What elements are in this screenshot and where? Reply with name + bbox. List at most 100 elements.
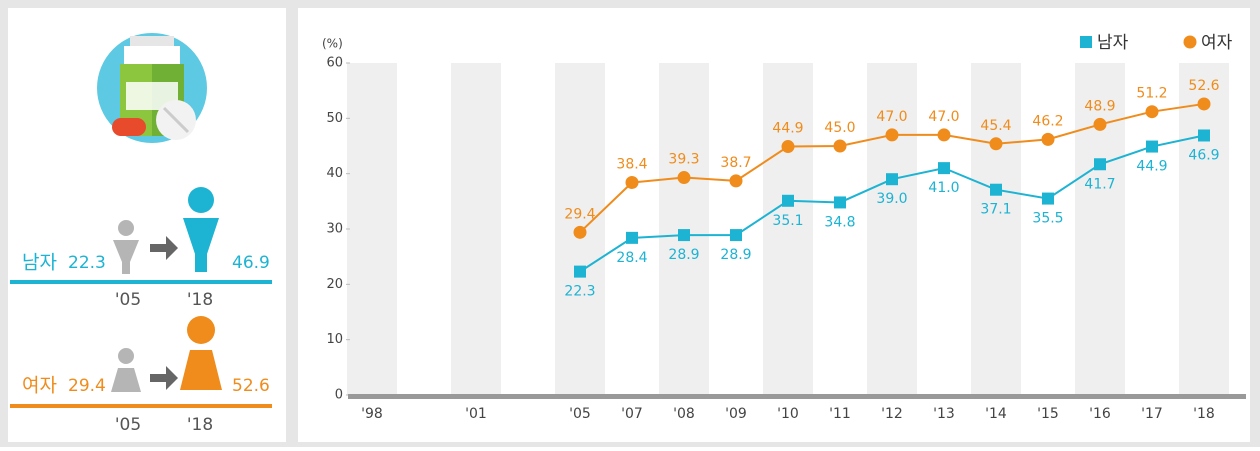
x-axis — [348, 394, 1246, 399]
point — [678, 229, 690, 242]
male-summary — [10, 187, 272, 284]
point — [1094, 158, 1106, 171]
point — [937, 128, 951, 142]
x-tick-label: '98 — [361, 406, 383, 422]
x-tick-label: '18 — [1193, 406, 1215, 422]
pill-icon — [97, 33, 207, 143]
point — [574, 265, 586, 278]
y-tick-label: 40 — [326, 166, 343, 181]
x-tick-label: '13 — [933, 406, 955, 422]
male-start-year: '05 — [115, 290, 141, 310]
point — [1146, 140, 1158, 153]
y-axis-label: (%) — [322, 37, 343, 51]
data-label: 47.0 — [876, 109, 907, 125]
legend-label: 남자 — [1097, 33, 1129, 53]
data-label: 38.7 — [720, 155, 751, 171]
plot: 0 10 20 30 40 50 60 '98 '01 '05 '07 '08 '09 '10 '11 '12… — [326, 33, 1246, 422]
data-label: 46.2 — [1032, 113, 1063, 129]
point — [782, 194, 794, 207]
column-band — [971, 63, 1021, 395]
legend-marker — [1183, 35, 1197, 49]
male-start: 22.3 — [68, 253, 106, 273]
point — [1041, 132, 1055, 146]
female-start-year: '05 — [115, 415, 141, 435]
female-end: 52.6 — [232, 376, 270, 396]
y-tick-label: 30 — [326, 222, 343, 237]
point — [1093, 117, 1107, 131]
x-tick-label: '12 — [881, 406, 903, 422]
point — [1145, 105, 1159, 119]
x-tick-label: '15 — [1037, 406, 1059, 422]
male-label: 남자 — [22, 252, 57, 274]
y-tick-label: 50 — [326, 111, 343, 126]
point — [886, 173, 898, 186]
point — [729, 174, 743, 188]
point — [834, 196, 846, 209]
male-end: 46.9 — [232, 253, 270, 273]
legend-marker — [1080, 36, 1092, 48]
x-tick-label: '17 — [1141, 406, 1163, 422]
column-band — [659, 63, 709, 395]
point — [625, 176, 639, 190]
data-label: 45.0 — [824, 120, 855, 136]
female-end-year: '18 — [187, 415, 213, 435]
data-label: 41.7 — [1084, 176, 1115, 192]
point — [1042, 192, 1054, 205]
point — [885, 128, 899, 142]
x-tick-label: '11 — [829, 406, 851, 422]
point — [1198, 129, 1210, 142]
y-tick-label: 10 — [326, 332, 343, 347]
column-band — [867, 63, 917, 395]
y-tick-label: 0 — [335, 388, 343, 403]
point — [989, 137, 1003, 151]
data-label: 47.0 — [928, 109, 959, 125]
column-band — [1179, 63, 1229, 395]
column-band — [347, 63, 397, 395]
data-label: 52.6 — [1188, 78, 1219, 94]
data-label: 29.4 — [564, 206, 595, 222]
x-tick-label: '01 — [465, 406, 487, 422]
point — [938, 162, 950, 175]
data-label: 37.1 — [980, 202, 1011, 218]
point — [990, 183, 1002, 196]
point — [781, 140, 795, 154]
data-label: 46.9 — [1188, 147, 1219, 163]
point — [626, 231, 638, 244]
data-label: 51.2 — [1136, 86, 1167, 102]
point — [677, 171, 691, 185]
data-label: 44.9 — [772, 121, 803, 137]
data-label: 48.9 — [1084, 98, 1115, 114]
point — [1197, 97, 1211, 111]
y-tick-label: 60 — [326, 56, 343, 71]
data-label: 35.1 — [772, 213, 803, 229]
x-tick-label: '07 — [621, 406, 643, 422]
point — [833, 139, 847, 153]
female-start: 29.4 — [68, 376, 106, 396]
x-tick-label: '09 — [725, 406, 747, 422]
point — [730, 229, 742, 242]
data-label: 35.5 — [1032, 211, 1063, 227]
legend-label: 여자 — [1201, 33, 1233, 53]
female-label: 여자 — [22, 375, 57, 397]
x-tick-label: '14 — [985, 406, 1007, 422]
x-tick-label: '10 — [777, 406, 799, 422]
data-label: 28.9 — [668, 247, 699, 263]
point — [573, 225, 587, 239]
data-label: 28.9 — [720, 247, 751, 263]
data-label: 28.4 — [616, 250, 647, 266]
female-summary — [10, 316, 272, 408]
data-label: 45.4 — [980, 118, 1011, 134]
data-label: 41.0 — [928, 180, 959, 196]
x-tick-label: '16 — [1089, 406, 1111, 422]
male-end-year: '18 — [187, 290, 213, 310]
y-tick-label: 20 — [326, 277, 343, 292]
x-tick-label: '05 — [569, 406, 591, 422]
data-label: 34.8 — [824, 214, 855, 230]
data-label: 22.3 — [564, 284, 595, 300]
data-label: 38.4 — [616, 157, 647, 173]
data-label: 44.9 — [1136, 159, 1167, 175]
data-label: 39.3 — [668, 152, 699, 168]
data-label: 39.0 — [876, 191, 907, 207]
column-band — [763, 63, 813, 395]
